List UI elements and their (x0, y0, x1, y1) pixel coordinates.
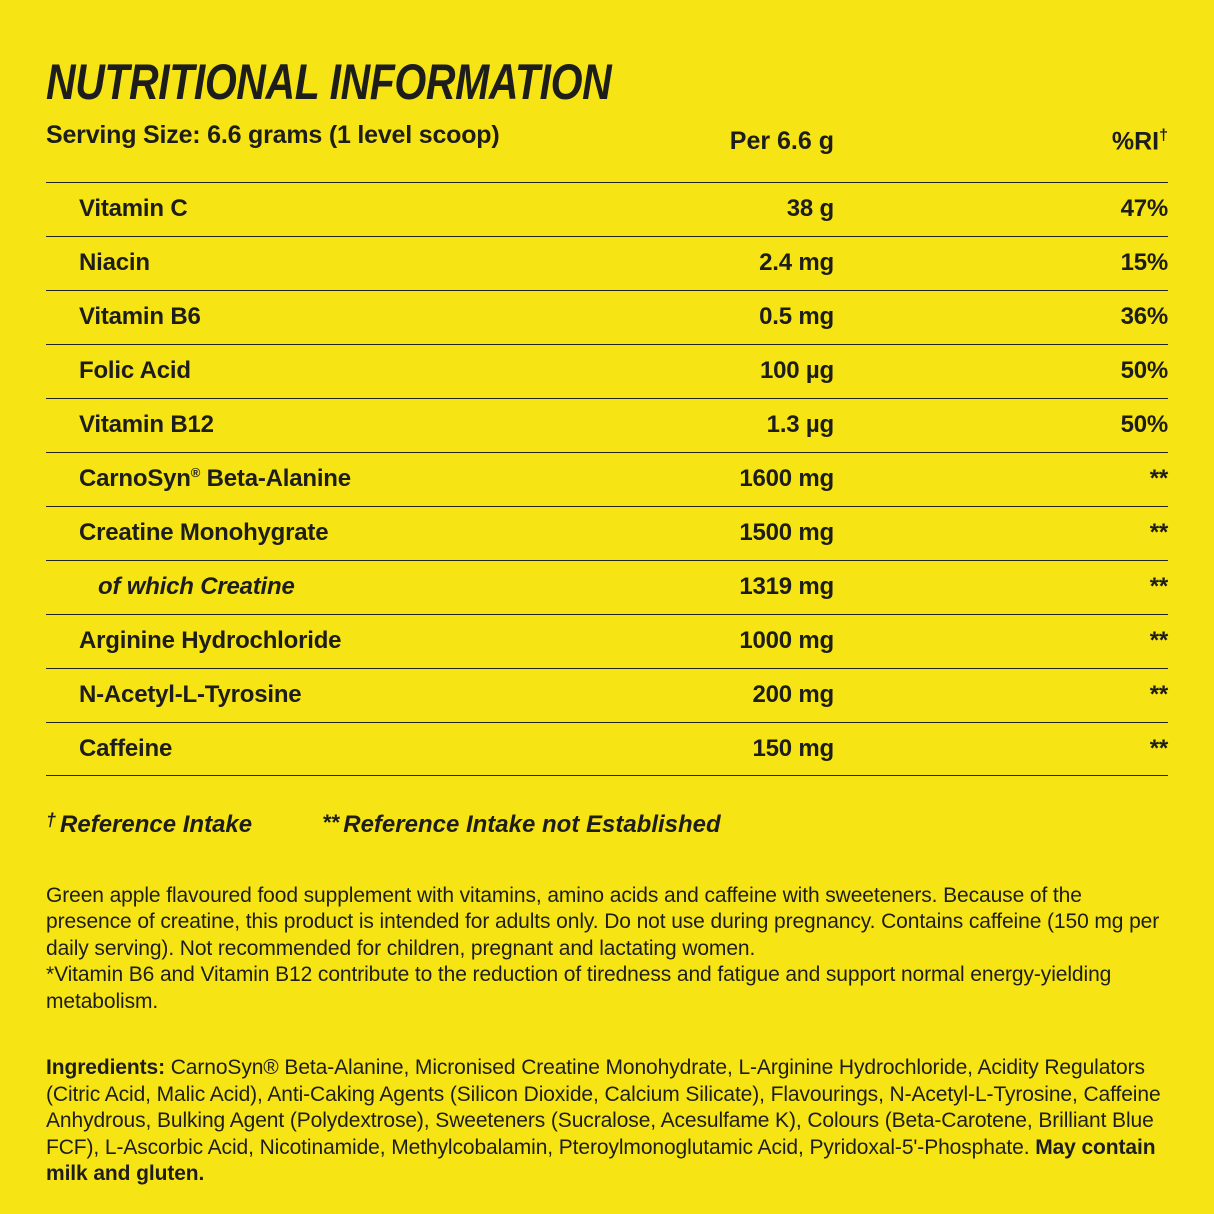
nutrient-amount: 38 g (786, 195, 834, 223)
column-header-amount: Per 6.6 g (729, 126, 834, 155)
table-row: Niacin 2.4 mg 15% (46, 235, 1169, 290)
nutrient-amount: 100 µg (760, 357, 834, 385)
product-description: Green apple flavoured food supplement wi… (46, 883, 1168, 1016)
nutrient-ri: 50% (1120, 411, 1169, 439)
table-header-row: Serving Size: 6.6 grams (1 level scoop) … (46, 121, 1168, 168)
nutrient-ri: 36% (1120, 303, 1169, 331)
nutrient-ri: ** (1149, 681, 1168, 709)
nutrient-amount: 0.5 mg (759, 303, 834, 331)
nutrient-amount: 1.3 µg (766, 411, 835, 439)
serving-size: Serving Size: 6.6 grams (1 level scoop) (46, 120, 500, 149)
table-row: CarnoSyn® Beta-Alanine 1600 mg ** (46, 451, 1168, 506)
nutrient-name: Folic Acid (79, 357, 191, 385)
table-row: Creatine Monohygrate 1500 mg ** (46, 505, 1168, 560)
nutrient-name: CarnoSyn® Beta-Alanine (79, 465, 351, 493)
nutrient-name: of which Creatine (98, 573, 295, 601)
ingredients-section: Ingredients: CarnoSyn® Beta-Alanine, Mic… (46, 1055, 1168, 1188)
registered-trademark-symbol: ® (190, 465, 201, 481)
nutrient-ri: 50% (1120, 357, 1169, 385)
footnotes: † Reference Intake ** Reference Intake not … (46, 810, 1168, 839)
nutrient-ri: 47% (1120, 195, 1169, 223)
vitamin-note: *Vitamin B6 and Vitamin B12 contribute t… (46, 963, 1112, 1013)
nutrient-ri: ** (1149, 465, 1168, 493)
table-row-subitem: of which Creatine 1319 mg ** (46, 559, 1168, 614)
footnote-not-established: ** Reference Intake not Established (322, 809, 721, 838)
nutrient-amount: 1319 mg (739, 573, 834, 601)
table-row: Folic Acid 100 µg 50% (46, 343, 1169, 398)
allergen-note: May contain milk and gluten. (46, 1135, 1156, 1186)
nutrient-ri: ** (1149, 734, 1168, 762)
footnote-reference-intake: † Reference Intake (46, 809, 253, 838)
table-row: Vitamin C 38 g 47% (46, 181, 1169, 236)
nutrient-amount: 150 mg (752, 734, 834, 762)
dagger-marker: † (46, 809, 57, 830)
dagger-marker: † (1159, 126, 1168, 144)
nutrient-name: Niacin (79, 249, 150, 277)
nutrient-ri: ** (1149, 627, 1168, 655)
table-row: Caffeine 150 mg ** (46, 721, 1168, 776)
nutrient-name: Caffeine (79, 734, 173, 762)
nutrient-amount: 2.4 mg (759, 249, 834, 277)
ri-label: %RI (1111, 126, 1160, 155)
nutrient-amount: 1600 mg (739, 465, 834, 493)
nutrient-ri: ** (1149, 573, 1168, 601)
nutrient-ri: 15% (1120, 249, 1169, 277)
column-header-ri: %RI† (834, 127, 1168, 156)
nutrient-name: N-Acetyl-L-Tyrosine (79, 681, 302, 709)
table-row: Vitamin B12 1.3 µg 50% (46, 397, 1169, 452)
table-row: Vitamin B6 0.5 mg 36% (46, 289, 1169, 344)
nutrient-ri: ** (1149, 519, 1168, 547)
nutrient-name: Arginine Hydrochloride (79, 627, 342, 655)
table-row: Arginine Hydrochloride 1000 mg ** (46, 613, 1168, 668)
double-asterisk-marker: ** (322, 809, 340, 835)
nutrient-name: Creatine Monohygrate (79, 519, 329, 547)
warning-text: Green apple flavoured food supplement wi… (46, 883, 1160, 960)
ingredients-label: Ingredients: (46, 1056, 165, 1080)
nutrient-name: Vitamin B6 (79, 303, 201, 331)
nutrient-amount: 1000 mg (739, 627, 834, 655)
nutrient-amount: 1500 mg (739, 519, 834, 547)
nutrition-table: Vitamin C 38 g 47% Niacin 2.4 mg 15% Vit… (46, 181, 1169, 776)
page-title: NUTRITIONAL INFORMATION (46, 54, 612, 110)
nutrient-amount: 200 mg (752, 681, 834, 709)
nutrient-name: Vitamin C (79, 195, 188, 223)
ingredients-list: CarnoSyn® Beta-Alanine, Micronised Creat… (46, 1056, 1161, 1159)
nutrient-name: Vitamin B12 (79, 411, 214, 439)
table-row: N-Acetyl-L-Tyrosine 200 mg ** (46, 667, 1168, 722)
